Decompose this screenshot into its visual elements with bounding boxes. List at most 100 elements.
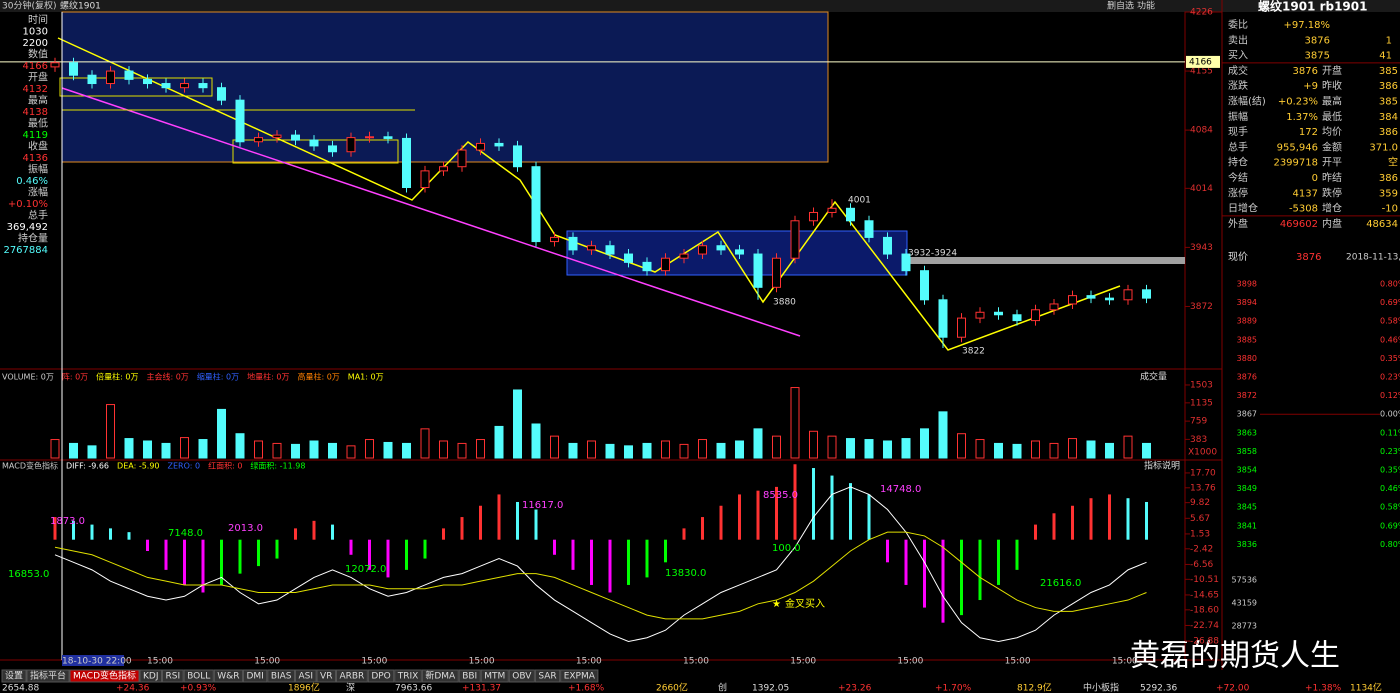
tab[interactable]: 指标平台 <box>30 670 66 682</box>
tab[interactable]: EXPMA <box>564 672 596 682</box>
mini-pct-tick: 0.46% <box>1380 335 1400 344</box>
macd-bar <box>793 464 797 540</box>
mini-pct-tick: 0.69% <box>1380 298 1400 307</box>
candle-body <box>809 211 818 222</box>
macd-annotation: 21616.0 <box>1040 578 1081 589</box>
candle-body <box>180 83 189 89</box>
macd-bar <box>423 539 427 559</box>
info-item: 369,492 <box>7 222 48 233</box>
info-panel <box>0 12 50 264</box>
quote-cell: 涨幅(结) <box>1228 95 1266 108</box>
tab[interactable]: VR <box>320 672 332 682</box>
info-item: 0.46% <box>16 176 48 187</box>
quote-cell: 384 <box>1379 112 1398 123</box>
tab-bg <box>421 669 459 683</box>
tab-bg <box>335 669 368 683</box>
tab[interactable]: BBI <box>462 672 477 682</box>
mini-price: 3876 <box>1296 252 1321 263</box>
candle-body <box>661 257 670 272</box>
macd-bar <box>775 486 778 540</box>
info-item: 4132 <box>23 84 48 95</box>
tab[interactable]: TRIX <box>397 672 419 682</box>
volume-bar <box>975 439 985 459</box>
top-button[interactable]: 删自选 <box>1107 0 1134 12</box>
macd-bar <box>331 524 334 540</box>
quote-cell: -5308 <box>1289 204 1318 215</box>
quote-cell: 今结 <box>1228 171 1248 184</box>
info-item: 2767884 <box>3 245 48 256</box>
quote-cell: 41 <box>1379 51 1392 62</box>
y-tick-label: 4155 <box>1190 67 1213 77</box>
y-tick-label: 1135 <box>1190 398 1213 408</box>
macd-bar <box>1034 524 1037 540</box>
y-tick-label: 9.82 <box>1190 498 1210 508</box>
volume-bar <box>309 440 319 459</box>
volume-bar <box>827 435 837 459</box>
mini-price-tick: 3880 <box>1237 354 1257 363</box>
tab[interactable]: BIAS <box>271 672 292 682</box>
volume-bar <box>735 440 744 459</box>
info-item: 开盘 <box>28 71 48 84</box>
quote-cell: 469602 <box>1280 219 1318 230</box>
tab[interactable]: ARBR <box>339 672 364 682</box>
crosshair-label: 4166 <box>1189 57 1212 67</box>
candle-body <box>494 142 504 147</box>
tab[interactable]: 设置 <box>5 671 23 682</box>
volume-legend: 地量柱: 0万 <box>247 372 289 382</box>
mini-price-tick: 3867 <box>1237 410 1257 419</box>
tab[interactable]: MACD变色指标 <box>73 670 136 682</box>
volume-selector[interactable]: 成交量 <box>1140 371 1167 383</box>
candle-body <box>291 134 300 141</box>
top-button[interactable]: 功能 <box>1137 0 1155 12</box>
quote-cell: 最高 <box>1322 95 1342 108</box>
y-tick-label: -18.60 <box>1190 605 1219 615</box>
macd-bar <box>960 539 963 616</box>
tab[interactable]: OBV <box>512 672 532 682</box>
macd-bar <box>386 539 390 578</box>
info-item: 最低 <box>28 117 48 130</box>
y-tick-label: -2.42 <box>1190 544 1213 554</box>
tab[interactable]: DMI <box>246 672 263 682</box>
candle-body <box>124 70 134 80</box>
macd-bar <box>553 539 556 555</box>
tab-bg <box>367 669 395 683</box>
volume-bar <box>87 445 97 459</box>
volume-bar <box>661 440 670 459</box>
candle-body <box>198 83 208 89</box>
quote-cell: 持仓 <box>1228 156 1248 169</box>
info-item: 振幅 <box>28 163 48 176</box>
info-item: 涨幅 <box>28 186 48 199</box>
candle-body <box>550 236 559 243</box>
tab[interactable]: 新DMA <box>425 670 456 682</box>
quote-cell: 3876 <box>1305 35 1330 46</box>
macd-help[interactable]: 指标说明 <box>1144 460 1180 472</box>
tab[interactable]: KDJ <box>143 672 159 682</box>
macd-annotation: 2013.0 <box>228 523 263 534</box>
status-item: 7963.66 <box>395 684 432 693</box>
quote-cell: 总手 <box>1228 140 1248 153</box>
tab[interactable]: MTM <box>484 672 505 682</box>
quote-title: 螺纹1901 rb1901 <box>1258 0 1367 14</box>
tab[interactable]: DPO <box>371 672 390 682</box>
candle-body <box>938 299 948 338</box>
volume-bar <box>772 435 781 459</box>
macd-legend: DEA: -5.90 <box>117 462 159 471</box>
tab[interactable]: W&R <box>217 672 239 682</box>
macd-bar <box>349 539 353 555</box>
volume-bar <box>642 442 652 459</box>
price-annotation: 4001 <box>848 196 871 206</box>
macd-bar <box>1071 505 1074 540</box>
tab[interactable]: ASI <box>299 672 314 682</box>
tab[interactable]: BOLL <box>187 672 210 682</box>
volume-bar <box>235 433 245 459</box>
quote-cell: 1.37% <box>1286 112 1318 123</box>
volume-bar <box>161 442 171 459</box>
tab[interactable]: SAR <box>538 672 556 682</box>
y-tick-label: 4014 <box>1190 184 1213 194</box>
quote-cell: 成交 <box>1228 64 1248 77</box>
status-item: +72.00 <box>1216 684 1250 693</box>
volume-bar <box>457 442 467 459</box>
tab[interactable]: RSI <box>166 672 181 682</box>
macd-bar <box>701 517 704 540</box>
